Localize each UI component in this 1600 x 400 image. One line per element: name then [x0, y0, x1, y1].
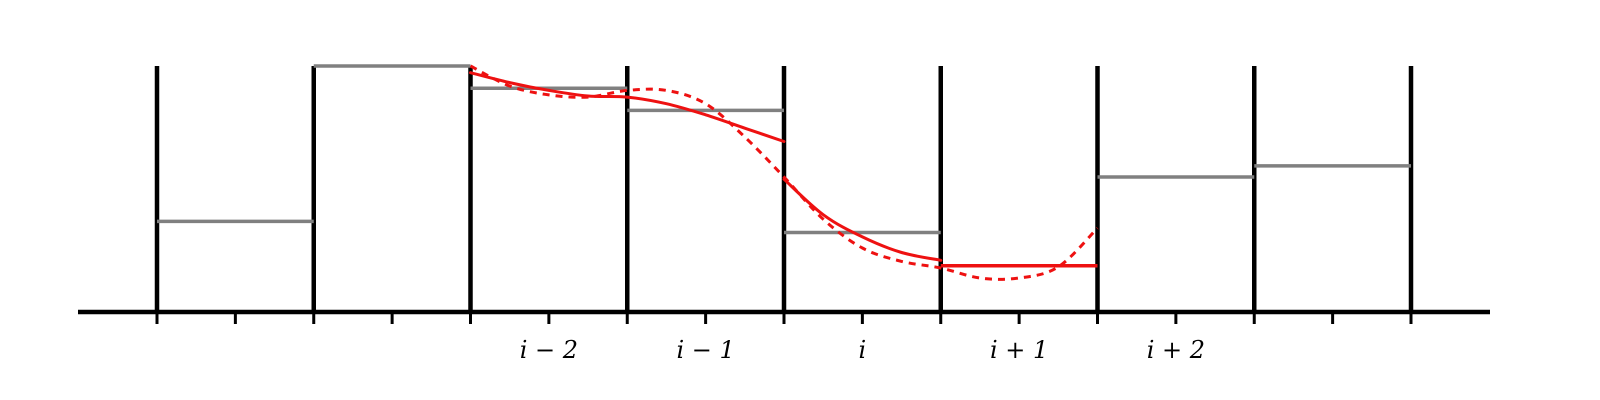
solid-reconstruction-curve [782, 177, 943, 262]
cell-label: i + 2 [1146, 336, 1206, 364]
cell-label: i [858, 336, 867, 364]
axis-ticks [155, 312, 1413, 324]
reconstruction-curves [469, 64, 1099, 281]
cell-label: i − 1 [676, 336, 735, 364]
dashed-reconstruction-curve [469, 64, 1099, 281]
cell-boundaries [154, 66, 1414, 312]
cell-label: i − 2 [519, 336, 579, 364]
cell-label: i + 1 [989, 336, 1049, 364]
cell-averages [157, 64, 1411, 268]
